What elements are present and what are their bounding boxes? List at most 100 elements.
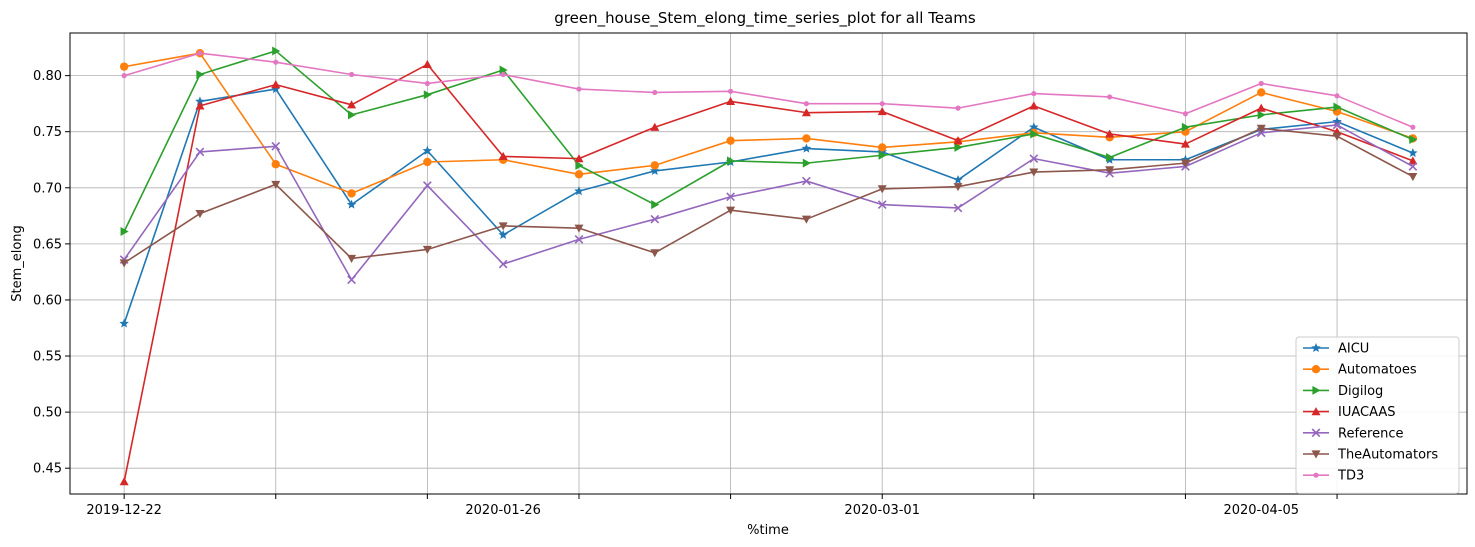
y-tick-label: 0.75: [33, 125, 62, 140]
legend-label: TheAutomators: [1337, 448, 1438, 463]
data-point: [422, 59, 432, 69]
series-line: [123, 63, 1414, 482]
data-point: [347, 189, 356, 198]
series-td3: [121, 50, 1416, 130]
data-point: [423, 90, 432, 100]
marker-stroke: [1332, 120, 1342, 130]
data-point: [196, 70, 205, 80]
legend-box: [1295, 336, 1460, 494]
data-point: [726, 96, 736, 106]
data-point: [498, 222, 508, 231]
data-point: [953, 174, 963, 184]
data-point: [195, 101, 205, 110]
data-point: [1029, 154, 1039, 163]
data-point: [801, 143, 812, 153]
y-tick-label: 0.50: [33, 406, 62, 421]
data-point: [195, 96, 205, 106]
data-point: [726, 136, 735, 145]
data-point: [498, 151, 508, 160]
data-point: [801, 215, 811, 224]
data-point: [726, 192, 735, 202]
data-point: [877, 107, 887, 116]
data-point: [120, 227, 129, 237]
legend-swatch-marker: [1311, 343, 1321, 353]
marker-stroke: [498, 259, 508, 269]
data-point: [272, 46, 281, 56]
data-point: [879, 101, 885, 107]
data-point: [195, 147, 205, 157]
marker-stroke: [574, 235, 584, 244]
legend-label: TD3: [1337, 469, 1364, 484]
legend-swatch-marker: [1311, 407, 1321, 416]
data-point: [955, 105, 961, 111]
legend-item-automatoes: Automatoes: [1303, 363, 1417, 378]
data-point: [574, 235, 584, 244]
data-point: [1106, 153, 1115, 163]
data-point: [651, 200, 660, 210]
marker-stroke: [650, 214, 660, 224]
data-point: [1105, 129, 1115, 138]
data-point: [574, 224, 584, 233]
legend-swatch-marker: [1311, 450, 1321, 459]
data-point: [271, 84, 281, 94]
data-point: [1182, 111, 1189, 117]
data-point: [1257, 110, 1266, 120]
legend-label: AICU: [1338, 342, 1369, 357]
data-point: [347, 100, 357, 109]
data-point: [877, 200, 887, 209]
data-point: [1410, 124, 1416, 130]
data-point: [727, 88, 734, 94]
data-point: [575, 160, 584, 170]
data-point: [953, 203, 963, 213]
data-point: [424, 80, 430, 87]
data-point: [423, 181, 432, 190]
data-point: [197, 50, 203, 56]
data-point: [500, 71, 506, 78]
marker-stroke: [726, 192, 735, 202]
data-point: [348, 71, 355, 78]
data-point: [650, 249, 660, 258]
data-point: [1332, 120, 1342, 130]
x-tick-label: 2019-12-22: [86, 503, 162, 518]
y-tick-label: 0.60: [33, 293, 62, 308]
marker-stroke: [953, 203, 963, 213]
series-line: [123, 124, 1414, 281]
data-point: [119, 62, 129, 71]
data-point: [1334, 93, 1340, 99]
data-point: [1408, 156, 1418, 165]
data-point: [1408, 148, 1418, 158]
series-line: [123, 52, 1414, 128]
data-point: [803, 101, 810, 107]
data-point: [1256, 103, 1266, 112]
y-tick-label: 0.45: [33, 462, 62, 477]
data-point: [195, 209, 205, 219]
data-point: [1257, 88, 1266, 97]
data-point: [801, 108, 811, 117]
data-point: [1031, 90, 1037, 97]
data-point: [499, 65, 508, 75]
legend-item-digilog: Digilog: [1303, 384, 1383, 399]
plot-frame: [69, 32, 1468, 495]
data-point: [878, 150, 887, 160]
legend-swatch-marker: [1312, 385, 1321, 395]
data-point: [574, 186, 584, 196]
marker-stroke: [802, 176, 811, 186]
data-point: [1029, 168, 1039, 177]
data-point: [119, 477, 129, 486]
data-point: [1105, 166, 1115, 175]
data-point: [650, 122, 660, 131]
legend-item-iuacaas: IUACAAS: [1303, 405, 1396, 420]
data-point: [271, 80, 281, 89]
data-point: [347, 254, 357, 263]
legend-item-aicu: AICU: [1303, 342, 1369, 357]
data-point: [878, 143, 887, 152]
data-point: [1180, 154, 1191, 164]
x-tick-label: 2020-04-05: [1223, 503, 1299, 518]
marker-stroke: [347, 275, 356, 285]
data-point: [1332, 132, 1342, 141]
data-point: [574, 154, 584, 163]
data-point: [1029, 101, 1039, 110]
axis-ticks: 2019-12-22 2020-01-26 2020-03-01 2020-04-05…: [33, 69, 1338, 518]
data-point: [1029, 122, 1039, 132]
data-point: [1180, 139, 1190, 148]
